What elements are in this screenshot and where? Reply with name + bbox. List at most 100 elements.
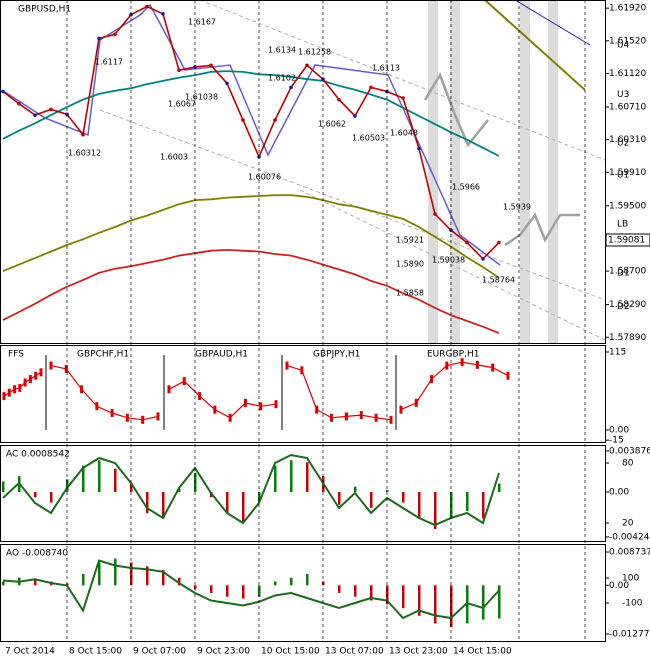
pair-name: EURGBP,H1	[427, 350, 479, 360]
oscillator-line	[2, 559, 500, 620]
price-point	[81, 132, 85, 137]
histogram-bar	[178, 488, 181, 492]
pair-candle	[285, 361, 289, 370]
pair-candle	[445, 361, 449, 370]
price-point	[369, 85, 373, 90]
channel-line	[99, 109, 606, 301]
pair-candle	[95, 402, 99, 411]
histogram-bar	[146, 491, 149, 514]
pair-candle	[430, 375, 434, 384]
channel-line	[199, 0, 606, 161]
y-tick-label: 1.60710	[609, 102, 646, 112]
histogram-bar	[418, 585, 421, 616]
histogram-bar	[34, 579, 37, 586]
histogram-bar	[466, 585, 469, 624]
pair-line	[168, 380, 277, 419]
pair-candle	[344, 412, 348, 421]
pair-candle	[506, 371, 510, 380]
pair-candle	[64, 364, 68, 373]
histogram-bar	[82, 573, 85, 586]
price-annotation: 1.60076	[248, 173, 281, 182]
trend-line	[514, 0, 591, 46]
price-point	[465, 240, 469, 245]
histogram-bar	[386, 489, 389, 492]
y-tick-label: 20	[622, 519, 634, 529]
band	[428, 0, 438, 343]
histogram-bar	[146, 566, 149, 586]
price-annotation: 1.61258	[298, 48, 331, 57]
moving-average	[2, 194, 500, 279]
level-label: U2	[617, 138, 629, 148]
pair-candle	[399, 405, 403, 414]
price-annotation: 1.6003	[160, 153, 188, 162]
histogram-bar	[402, 491, 405, 503]
x-tick-label: 13 Oct 07:00	[325, 647, 384, 657]
y-tick-label: 1.58290	[609, 300, 646, 310]
histogram-bar	[482, 585, 485, 620]
price-annotation: 1.61038	[185, 93, 218, 102]
price-annotation: 1.6167	[188, 18, 216, 27]
pair-candle	[80, 385, 84, 394]
histogram-bar	[290, 577, 293, 586]
pair-candle	[330, 413, 334, 422]
pair-candle	[125, 413, 129, 422]
histogram-bar	[2, 481, 5, 492]
histogram-bar	[258, 491, 261, 503]
histogram-bar	[258, 585, 261, 597]
price-point	[97, 36, 101, 41]
y-tick-label: 0.003876	[609, 446, 650, 456]
histogram-bar	[434, 585, 437, 624]
pair-candle	[274, 400, 278, 409]
panel-title: AO -0.008740	[6, 549, 68, 559]
level-label: U1	[617, 170, 629, 180]
x-tick-label: 9 Oct 07:00	[133, 647, 186, 657]
price-line	[2, 5, 500, 261]
price-point	[433, 212, 437, 216]
pair-candle	[243, 398, 247, 407]
channel-line	[299, 189, 606, 341]
histogram-bar	[338, 491, 341, 505]
price-annotation: 1.6062	[318, 120, 346, 129]
level-label: LB	[617, 219, 628, 229]
panel-frame	[0, 544, 606, 642]
histogram-bar	[2, 581, 5, 586]
pair-candle	[475, 360, 479, 369]
histogram-bar	[242, 491, 245, 522]
price-point	[497, 240, 501, 245]
price-point	[225, 81, 229, 86]
y-tick-label: 1.61920	[609, 4, 646, 14]
y-tick-label: 1.58700	[609, 267, 646, 277]
envelope-line	[484, 0, 586, 91]
histogram-bar	[306, 462, 309, 492]
level-label: U4	[617, 40, 630, 50]
histogram-bar	[114, 558, 117, 586]
price-point	[113, 32, 117, 37]
projection	[423, 72, 489, 148]
panel-frame	[0, 0, 606, 344]
histogram-bar	[66, 479, 69, 492]
y-tick-label: 0.00	[609, 581, 629, 591]
pair-candle	[39, 368, 43, 377]
pair-candle	[141, 415, 145, 424]
price-point	[145, 4, 149, 9]
price-point	[33, 113, 37, 117]
histogram-bar	[210, 585, 213, 593]
y-tick-label: 1.59500	[609, 201, 646, 211]
level-label: D1	[617, 268, 630, 278]
y-tick-label: 1.61520	[609, 36, 646, 46]
price-point	[401, 96, 405, 100]
histogram-bar	[194, 585, 197, 590]
price-point	[289, 85, 293, 90]
histogram-bar	[178, 577, 181, 586]
y-tick-label: 0.00	[609, 487, 629, 497]
histogram-bar	[130, 562, 133, 586]
histogram-bar	[226, 585, 229, 597]
projection	[504, 212, 580, 247]
band	[520, 0, 530, 343]
pair-candle	[198, 392, 202, 401]
histogram-bar	[354, 486, 357, 492]
histogram-bar	[434, 491, 437, 530]
histogram-bar	[354, 585, 357, 597]
y-tick-label: 1.61120	[609, 69, 646, 79]
